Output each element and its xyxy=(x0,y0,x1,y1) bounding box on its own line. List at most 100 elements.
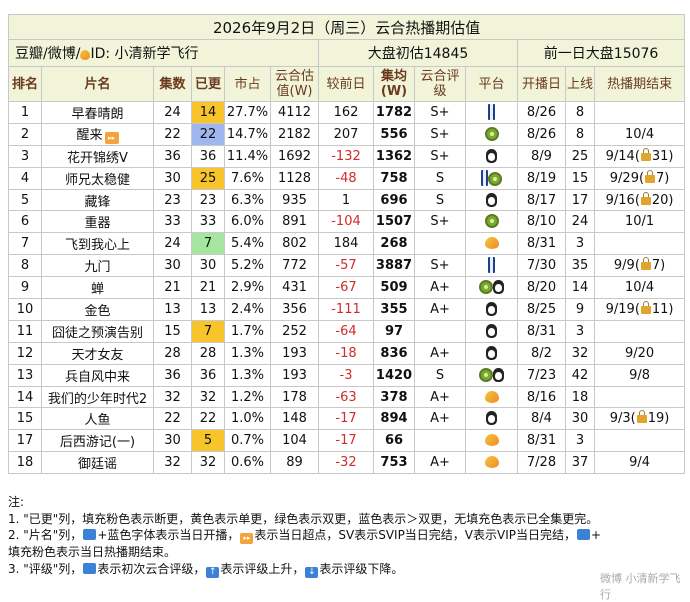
ratings-table: 2026年9月2日（周三）云合热播期估值 豆瓣/微博/ID: 小清新学飞行 大盘… xyxy=(7,14,686,475)
avg-cell: 753 xyxy=(373,451,415,475)
days-cell: 15 xyxy=(565,166,595,190)
episodes-cell: 23 xyxy=(153,188,192,212)
start-cell: 8/9 xyxy=(517,144,566,168)
locked-days: 7) xyxy=(656,170,670,186)
grade-cell: S+ xyxy=(414,101,466,124)
rank-cell: 2 xyxy=(8,122,42,146)
table-row: 5 藏锋 23 23 6.3% 935 1 696 S 8/17 17 9/16(20) xyxy=(8,188,686,212)
platform-cell xyxy=(465,188,518,212)
qq-icon xyxy=(486,301,497,316)
episodes-cell: 30 xyxy=(153,166,192,190)
notes-title: 注: xyxy=(8,495,25,509)
mango-icon xyxy=(484,456,499,469)
diff-cell: -32 xyxy=(318,451,374,475)
name-cell: 天才女友 xyxy=(41,341,154,365)
days-cell: 3 xyxy=(565,319,595,343)
note-3: 3. "评级"列， 表示初次云合评级， 表示评级上升， 表示评级下降。 xyxy=(8,561,684,578)
table-row: 4 师兄太稳健 30 25 7.6% 1128 -48 758 S 8/19 15 9/29(7) xyxy=(8,166,686,190)
aired-cell: 36 xyxy=(191,363,225,387)
table-row: 6 重器 33 33 6.0% 891 -104 1507 S+ 8/10 24 10/1 xyxy=(8,210,686,234)
qq-icon xyxy=(486,148,497,163)
rank-cell: 4 xyxy=(8,166,42,190)
note-3-part-d: 表示评级下降。 xyxy=(319,561,404,576)
days-cell: 30 xyxy=(565,407,595,431)
share-cell: 1.7% xyxy=(224,319,271,343)
iqiyi-icon xyxy=(488,257,495,274)
name-cell: 囧徒之预演告别 xyxy=(41,319,154,343)
col-grade: 云合评级 xyxy=(414,66,466,102)
kiwi-icon xyxy=(484,126,499,141)
author-id: ID: 小清新学飞行 xyxy=(90,46,199,62)
platform-cell xyxy=(465,407,518,431)
avg-cell: 1782 xyxy=(373,101,415,124)
arrow-down-icon xyxy=(305,566,319,578)
episodes-cell: 36 xyxy=(153,363,192,387)
end-cell: 10/1 xyxy=(593,210,686,234)
rank-cell: 17 xyxy=(8,429,42,453)
value-cell: 356 xyxy=(270,298,319,321)
share-cell: 1.2% xyxy=(224,385,271,409)
grade-cell: S+ xyxy=(414,254,466,278)
value-cell: 4112 xyxy=(270,101,319,124)
platform-cell xyxy=(465,210,518,234)
table-row: 11 囧徒之预演告别 15 7 1.7% 252 -64 97 8/31 3 xyxy=(8,319,686,343)
days-cell: 8 xyxy=(565,101,595,124)
start-cell: 8/25 xyxy=(517,298,566,321)
col-name: 片名 xyxy=(41,66,154,102)
start-cell: 8/31 xyxy=(517,232,566,256)
start-cell: 8/19 xyxy=(517,166,566,190)
aired-cell: 5 xyxy=(191,429,225,453)
end-cell xyxy=(593,429,686,453)
show-title: 醒来 xyxy=(76,128,103,144)
share-cell: 5.4% xyxy=(224,232,271,256)
share-cell: 2.4% xyxy=(224,298,271,321)
value-cell: 935 xyxy=(270,188,319,212)
avg-cell: 1362 xyxy=(373,144,415,168)
table-row: 8 九门 30 30 5.2% 772 -57 3887 S+ 7/30 35 9/9(7) xyxy=(8,254,686,278)
days-cell: 42 xyxy=(565,363,595,387)
name-cell: 九门 xyxy=(41,254,154,278)
share-cell: 1.0% xyxy=(224,407,271,431)
arrow-up-icon xyxy=(206,566,220,578)
note-2-part-b: +蓝色字体表示当日开播， xyxy=(97,528,240,542)
source-cell: 豆瓣/微博/ID: 小清新学飞行 xyxy=(8,39,319,67)
show-title: 九门 xyxy=(84,260,111,276)
rank-cell: 11 xyxy=(8,319,42,343)
lock-icon xyxy=(636,410,647,424)
locked-days: 7) xyxy=(651,258,666,274)
avg-cell: 1507 xyxy=(373,210,415,234)
diff-cell: -48 xyxy=(318,166,374,190)
diff-cell: 184 xyxy=(318,232,374,256)
start-cell: 8/31 xyxy=(517,319,566,343)
platform-cell xyxy=(465,451,518,475)
start-cell: 8/31 xyxy=(517,429,566,453)
days-cell: 18 xyxy=(565,385,595,409)
table-row: 12 天才女友 28 28 1.3% 193 -18 836 A+ 8/2 32 9/20 xyxy=(8,341,686,365)
diff-cell: 162 xyxy=(318,101,374,124)
source-text: 豆瓣/微博/ xyxy=(15,46,81,62)
aired-cell: 30 xyxy=(191,254,225,278)
start-cell: 7/23 xyxy=(517,363,566,387)
diff-cell: -17 xyxy=(318,407,374,431)
platform-cell xyxy=(465,122,518,146)
rank-cell: 6 xyxy=(8,210,42,234)
lock-icon xyxy=(640,147,651,161)
episodes-cell: 32 xyxy=(153,451,192,475)
platform-cell xyxy=(465,429,518,453)
rank-cell: 10 xyxy=(8,298,42,321)
platform-cell xyxy=(465,166,518,190)
value-cell: 193 xyxy=(270,363,319,387)
back-icon xyxy=(577,529,590,540)
table-row: 15 人鱼 22 22 1.0% 148 -17 894 A+ 8/4 30 9/3(19) xyxy=(8,407,686,431)
platform-cell xyxy=(465,319,518,343)
platform-cell xyxy=(465,101,518,124)
episodes-cell: 22 xyxy=(153,407,192,431)
kiwi-icon xyxy=(479,367,493,382)
start-cell: 8/26 xyxy=(517,122,566,146)
lock-icon xyxy=(640,257,651,271)
aired-cell: 22 xyxy=(191,122,225,146)
grade-cell: S xyxy=(414,363,466,387)
aired-cell: 14 xyxy=(191,101,225,124)
value-cell: 2182 xyxy=(270,122,319,146)
note-3-part-a: 3. "评级"列， xyxy=(8,561,83,576)
